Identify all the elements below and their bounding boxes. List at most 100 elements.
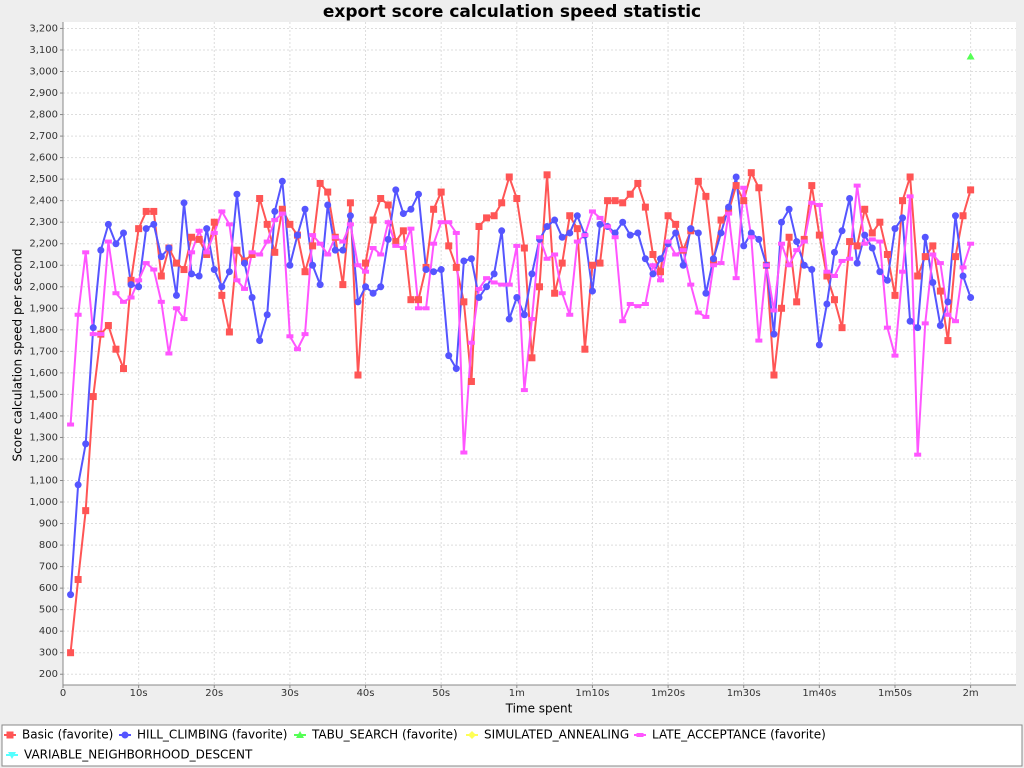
data-point — [717, 261, 725, 266]
data-point — [150, 220, 158, 228]
data-point — [830, 248, 838, 256]
data-point — [573, 239, 581, 244]
y-tick-label: 1,700 — [29, 346, 58, 357]
data-point — [483, 283, 491, 291]
data-point — [770, 330, 778, 338]
y-tick-label: 300 — [39, 648, 58, 659]
data-point — [67, 591, 75, 599]
x-tick-label: 1m — [509, 688, 525, 699]
data-point — [793, 248, 801, 253]
legend-label: SIMULATED_ANNEALING — [484, 728, 629, 742]
data-point — [490, 212, 498, 220]
data-point — [611, 197, 619, 205]
data-point — [944, 298, 952, 306]
data-point — [588, 209, 596, 214]
legend-marker — [121, 731, 129, 739]
data-point — [551, 216, 559, 224]
data-point — [82, 250, 90, 255]
data-point — [944, 337, 952, 345]
data-point — [263, 239, 271, 244]
data-point — [883, 276, 891, 284]
data-point — [830, 274, 838, 279]
data-point — [392, 186, 400, 194]
data-point — [362, 269, 370, 274]
data-point — [581, 345, 589, 353]
data-point — [331, 235, 339, 240]
data-point — [543, 171, 551, 179]
y-tick-label: 3,100 — [29, 45, 58, 56]
data-point — [165, 351, 173, 356]
y-tick-label: 2,700 — [29, 131, 58, 142]
data-point — [725, 203, 733, 211]
data-point — [286, 220, 294, 228]
data-point — [520, 388, 528, 393]
data-point — [218, 209, 226, 214]
data-point — [157, 253, 165, 261]
data-point — [551, 289, 559, 297]
data-point — [558, 233, 566, 241]
data-point — [127, 276, 135, 284]
data-point — [815, 202, 823, 207]
data-point — [445, 220, 453, 225]
data-point — [778, 241, 786, 246]
data-point — [967, 241, 975, 246]
data-point — [725, 211, 733, 216]
y-tick-label: 1,000 — [29, 497, 58, 508]
data-point — [679, 248, 687, 253]
data-point — [634, 179, 642, 187]
data-point — [203, 250, 211, 258]
data-point — [694, 229, 702, 237]
data-point — [566, 229, 574, 237]
data-point — [377, 195, 385, 203]
data-point — [467, 255, 475, 263]
y-tick-label: 1,900 — [29, 303, 58, 314]
data-point — [445, 242, 453, 250]
data-point — [883, 325, 891, 330]
y-tick-label: 2,100 — [29, 260, 58, 271]
data-point — [271, 207, 279, 215]
data-point — [891, 353, 899, 358]
x-tick-label: 2m — [963, 688, 979, 699]
data-point — [437, 220, 445, 225]
data-point — [74, 481, 82, 489]
data-point — [808, 182, 816, 190]
data-point — [702, 314, 710, 319]
data-point — [868, 244, 876, 252]
data-point — [339, 281, 347, 289]
legend-marker — [636, 733, 644, 737]
data-point — [104, 239, 112, 244]
data-point — [588, 287, 596, 295]
data-point — [112, 291, 120, 296]
data-point — [293, 231, 301, 239]
data-point — [747, 229, 755, 237]
data-point — [384, 235, 392, 243]
data-point — [210, 230, 218, 235]
data-point — [861, 231, 869, 239]
data-point — [172, 259, 180, 267]
y-tick-label: 2,300 — [29, 217, 58, 228]
data-point — [362, 283, 370, 291]
data-point — [112, 240, 120, 248]
data-point — [97, 246, 105, 254]
data-point — [233, 190, 241, 198]
data-point — [210, 218, 218, 226]
data-point — [180, 317, 188, 322]
data-point — [256, 195, 264, 203]
data-point — [846, 238, 854, 246]
data-point — [384, 201, 392, 209]
data-point — [346, 212, 354, 220]
data-point — [498, 199, 506, 207]
data-point — [407, 205, 415, 213]
data-point — [717, 216, 725, 224]
data-point — [399, 210, 407, 218]
data-point — [838, 227, 846, 235]
data-point — [951, 253, 959, 261]
y-tick-label: 2,000 — [29, 282, 58, 293]
data-point — [505, 315, 513, 323]
data-point — [634, 304, 642, 309]
data-point — [354, 371, 362, 379]
data-point — [543, 222, 551, 230]
data-point — [498, 282, 506, 287]
x-axis-label: Time spent — [505, 702, 573, 716]
data-point — [687, 225, 695, 233]
